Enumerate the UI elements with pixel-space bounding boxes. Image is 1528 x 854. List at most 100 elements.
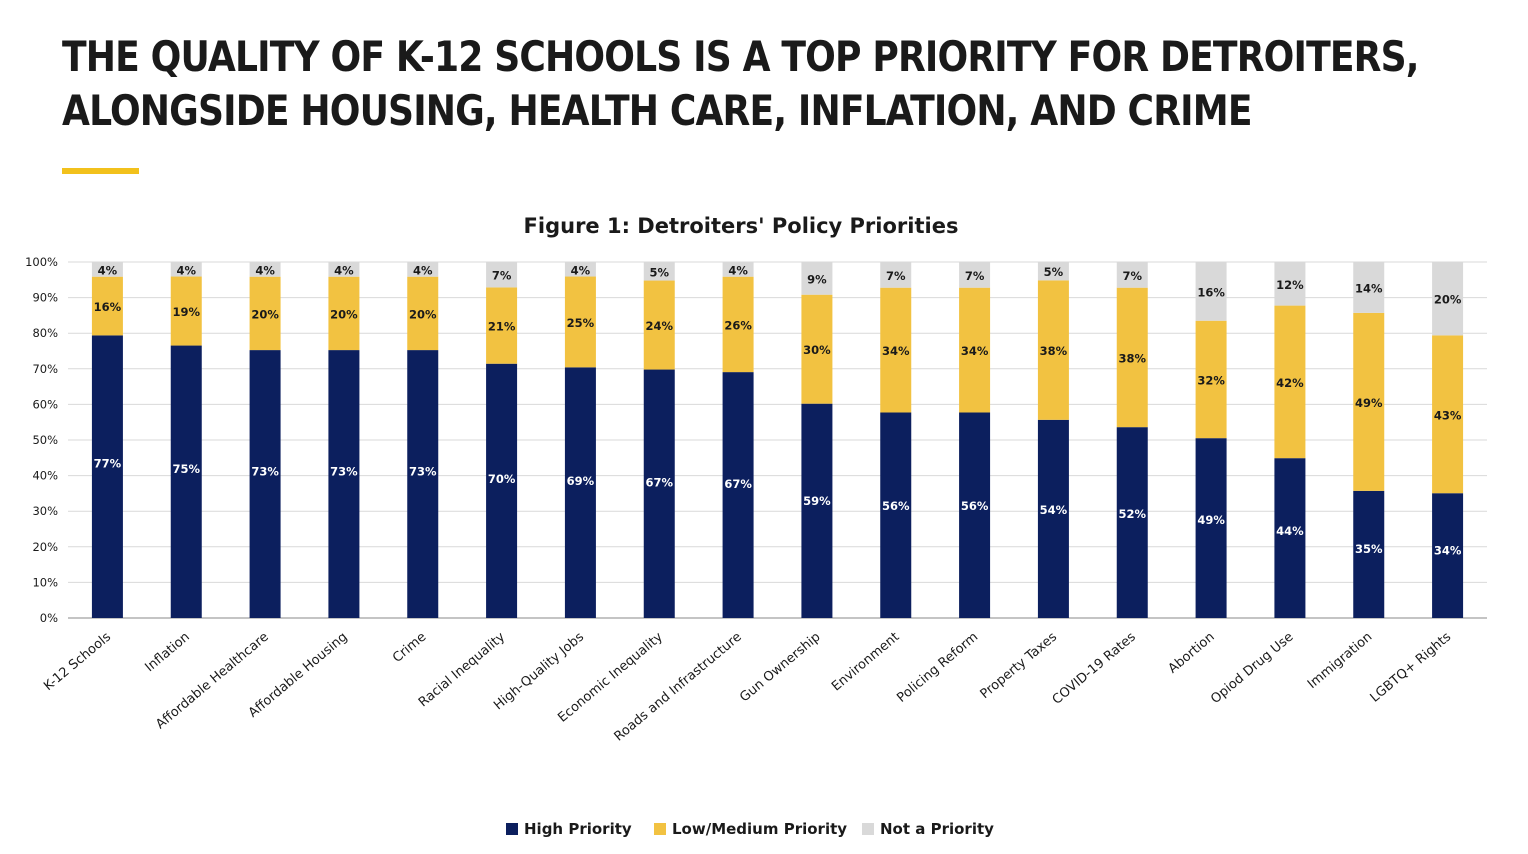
data-label: 7% xyxy=(1122,269,1142,283)
y-tick-label: 20% xyxy=(32,540,58,554)
bar-segment xyxy=(1274,305,1306,459)
bar-segment xyxy=(880,412,912,618)
gridlines xyxy=(68,261,1487,619)
x-tick-label: Immigration xyxy=(1305,630,1375,692)
data-label: 4% xyxy=(176,263,196,277)
bar-segment xyxy=(959,412,991,618)
y-tick-label: 30% xyxy=(32,504,58,518)
x-tick-label: Policing Reform xyxy=(894,630,981,706)
data-label: 38% xyxy=(1040,344,1068,358)
bar-segment xyxy=(1353,312,1385,491)
data-label: 16% xyxy=(1197,285,1225,299)
data-label: 4% xyxy=(334,263,354,277)
data-label: 24% xyxy=(645,319,673,333)
legend-swatch xyxy=(654,823,666,835)
headline: THE QUALITY OF K-12 SCHOOLS IS A TOP PRI… xyxy=(62,30,1420,138)
x-tick-label: K-12 Schools xyxy=(41,629,114,694)
data-label: 4% xyxy=(98,263,118,277)
data-label: 34% xyxy=(961,344,989,358)
bars: 77% 16% 4% 75% 19% 4% 73% 20% 4% 73% 20% 4% 73% 20% 4%… xyxy=(91,262,1464,618)
bar-segment xyxy=(643,262,675,281)
bar-segment xyxy=(643,369,675,618)
bar-segment xyxy=(249,350,281,618)
y-tick-label: 70% xyxy=(32,362,58,376)
data-label: 70% xyxy=(488,472,516,486)
bar-segment xyxy=(1116,287,1148,428)
data-label: 20% xyxy=(251,307,279,321)
data-label: 35% xyxy=(1355,542,1383,556)
bar-stack: 70% 21% 7% xyxy=(486,262,518,618)
x-tick-label: Environment xyxy=(829,630,902,695)
data-label: 25% xyxy=(567,316,595,330)
data-label: 4% xyxy=(413,263,433,277)
y-tick-label: 60% xyxy=(32,397,58,411)
x-tick-label: Property Taxes xyxy=(978,629,1061,702)
bar-stack: 44% 42% 12% xyxy=(1274,262,1306,618)
bar-segment xyxy=(486,287,518,364)
data-label: 19% xyxy=(172,305,200,319)
y-tick-label: 0% xyxy=(40,611,58,625)
data-label: 12% xyxy=(1276,278,1304,292)
y-tick-label: 40% xyxy=(32,469,58,483)
bar-segment xyxy=(564,276,596,368)
x-tick-label: Inflation xyxy=(142,630,192,676)
data-label: 54% xyxy=(1040,503,1068,517)
y-tick-label: 50% xyxy=(32,433,58,447)
bar-stack: 56% 34% 7% xyxy=(880,262,912,618)
legend-label: Not a Priority xyxy=(880,820,994,838)
bar-segment xyxy=(564,367,596,618)
bar-segment xyxy=(801,262,833,295)
x-tick-label: Roads and Infrastructure xyxy=(612,630,745,745)
data-label: 7% xyxy=(492,269,512,283)
bar-segment xyxy=(564,262,596,277)
bar-segment xyxy=(1353,490,1385,618)
data-label: 5% xyxy=(649,265,669,279)
bar-segment xyxy=(1274,458,1306,618)
bar-segment xyxy=(91,276,123,336)
bar-segment xyxy=(1195,438,1227,618)
data-label: 42% xyxy=(1276,376,1304,390)
bar-stack: 73% 20% 4% xyxy=(407,262,439,618)
bar-segment xyxy=(407,350,439,618)
data-label: 59% xyxy=(803,494,831,508)
bar-segment xyxy=(1432,493,1464,618)
data-label: 4% xyxy=(255,263,275,277)
data-label: 16% xyxy=(94,300,122,314)
bar-segment xyxy=(91,335,123,618)
bar-segment xyxy=(959,287,991,413)
bar-stack: 73% 20% 4% xyxy=(249,262,281,618)
data-label: 30% xyxy=(803,343,831,357)
bar-segment xyxy=(486,363,518,618)
data-label: 73% xyxy=(251,465,279,479)
bar-segment xyxy=(1116,262,1148,288)
data-label: 26% xyxy=(724,318,752,332)
data-label: 77% xyxy=(94,457,122,471)
data-label: 67% xyxy=(645,475,673,489)
x-tick-label: Abortion xyxy=(1166,630,1218,677)
y-tick-label: 80% xyxy=(32,326,58,340)
bar-segment xyxy=(880,262,912,288)
data-label: 20% xyxy=(409,307,437,321)
bar-segment xyxy=(170,262,202,277)
data-label: 20% xyxy=(1434,293,1462,307)
data-label: 7% xyxy=(886,269,906,283)
bar-segment xyxy=(1432,262,1464,336)
bar-segment xyxy=(407,262,439,277)
legend: High Priority Low/Medium Priority Not a Pr… xyxy=(506,820,994,838)
bar-stack: 69% 25% 4% xyxy=(564,262,596,618)
bar-segment xyxy=(722,372,754,618)
bar-segment xyxy=(1432,335,1464,494)
bar-segment xyxy=(407,276,439,351)
bar-segment xyxy=(1037,419,1069,618)
x-tick-label: LGBTQ+ Rights xyxy=(1368,629,1455,705)
bar-segment xyxy=(1116,427,1148,618)
data-label: 52% xyxy=(1118,507,1146,521)
bar-segment xyxy=(722,276,754,373)
data-label: 5% xyxy=(1044,265,1064,279)
chart-title: Figure 1: Detroiters' Policy Priorities xyxy=(524,214,959,238)
accent-rule xyxy=(62,168,139,174)
bar-segment xyxy=(801,294,833,404)
data-label: 34% xyxy=(882,344,910,358)
bar-stack: 54% 38% 5% xyxy=(1037,262,1069,618)
bar-segment xyxy=(249,276,281,351)
